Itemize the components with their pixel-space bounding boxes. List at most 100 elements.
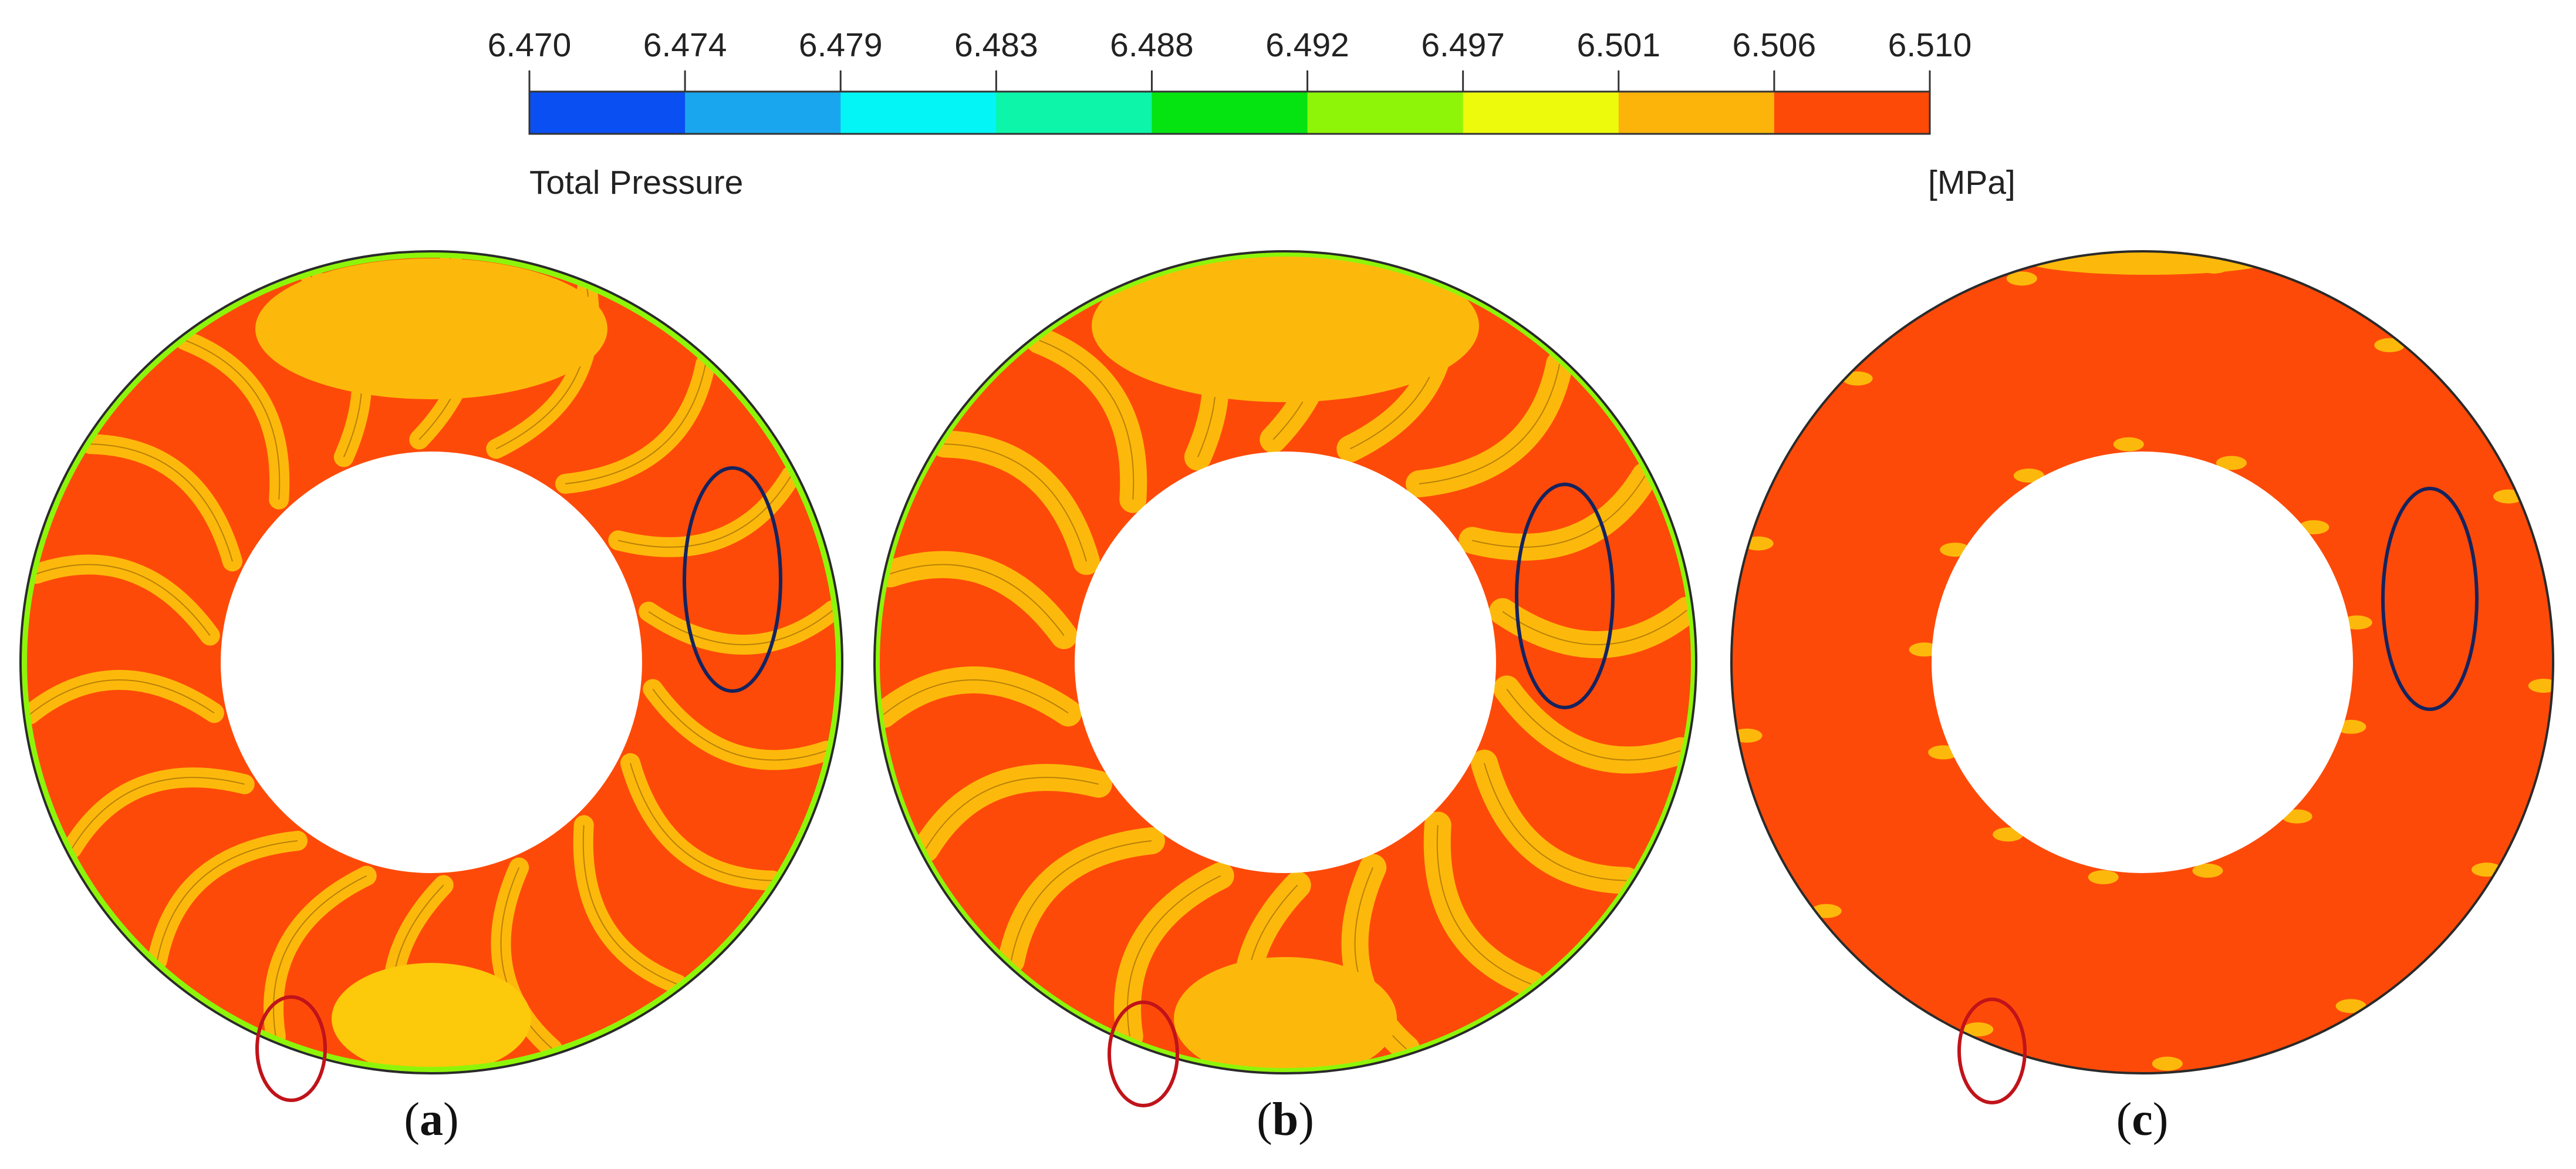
flow-band [1406,351,1574,498]
panel-b-bottom-lobe [1174,957,1397,1080]
colorbar-frame [528,90,1931,135]
flow-band-outline [617,475,792,548]
colorbar-tick-label: 6.501 [1576,26,1661,64]
flow-band [491,857,563,1059]
panel-a-top-lobe [255,258,607,399]
colorbar-tick-label: 6.510 [1888,26,1972,64]
flow-band-outline [156,840,298,961]
panel-b-blue-marker [1515,483,1615,709]
flow-band-outline [582,825,678,985]
flow-band [608,466,801,557]
colorbar-tick-label: 6.488 [1110,26,1194,64]
pressure-speck [2088,870,2119,885]
panel-b-field [869,244,1701,1081]
flow-band-outline [652,688,827,761]
flow-band [643,679,837,770]
flow-band-outline [890,564,1065,636]
flow-band-outline [565,363,707,485]
panel-b-red-marker [1108,1000,1179,1107]
panel-b-inner-hole [1075,452,1496,873]
colorbar-segment [840,92,997,134]
colorbar-segment [685,92,841,134]
panel-a-bottom-lobe [332,963,531,1074]
panel-c-inner-hole [1932,452,2353,873]
flow-band-outline [185,339,281,500]
colorbar-tick-label: 6.474 [643,26,727,64]
colorbar-segment [996,92,1152,134]
colorbar-unit: [MPa] [1928,164,2015,201]
flow-band-outline [1436,825,1532,985]
flow-band [1489,597,1701,658]
flow-band-outline [1502,609,1687,645]
flow-band [876,551,1078,649]
flow-band [1493,675,1694,774]
panel-b-outer-edge [873,250,1697,1074]
colorbar-segment [1307,92,1464,134]
panel-b [869,244,1701,1107]
flow-band-outline [944,443,1088,562]
colorbar-tick-label: 6.506 [1732,26,1817,64]
panel-c-outer-edge [1730,250,2554,1074]
flow-band-outline [71,777,245,849]
flow-band [26,554,220,646]
flow-band-outline [500,867,553,1050]
flow-band [555,354,716,494]
pressure-speck [2013,469,2044,483]
flow-band [147,830,308,971]
panel-c-top-speck [2019,242,2277,275]
pressure-speck [2152,1056,2183,1071]
pressure-speck [2113,437,2144,452]
colorbar-tick-label: 6.479 [798,26,883,64]
pressure-speck [2335,999,2366,1013]
flow-band [639,600,843,655]
flow-band-outline [648,609,833,645]
flow-band-outline [29,679,215,715]
pressure-speck [2006,271,2037,286]
flow-band-outline [1506,688,1681,761]
colorbar-title: Total Pressure [529,164,744,201]
pressure-speck [2216,456,2247,470]
flow-band-outline [1419,363,1561,485]
pressure-speck [1963,1022,1994,1037]
flow-band [175,330,290,510]
panel-label-c: (c) [2116,1094,2169,1146]
flow-band [997,827,1165,974]
panel-c [1730,242,2559,1104]
colorbar-segment [1152,92,1308,134]
panel-b-top-lobe [1092,250,1479,402]
panel-label-a: (a) [404,1094,459,1146]
flow-band [912,764,1112,863]
pressure-speck [1993,827,2024,842]
panel-a-blue-marker [683,466,782,693]
flow-band-outline [629,763,773,881]
pressure-speck [2192,863,2223,878]
flow-band [573,815,688,995]
colorbar-tick-label: 6.470 [487,26,572,64]
panel-a-red-marker [255,995,327,1102]
colorbar-segment [1463,92,1619,134]
flow-band-outline [1010,840,1152,961]
flow-band-outline [1483,763,1627,881]
panel-label-b: (b) [1257,1094,1314,1146]
colorbar-legend: 6.470 6.474 6.479 6.483 6.488 6.492 6.497 6.501… [0,0,2576,223]
flow-band-outline [925,777,1099,849]
flow-band [264,865,377,1046]
flow-band-outline [883,679,1069,715]
flow-band-outline [1471,475,1646,548]
panel-a-inner-hole [221,452,642,873]
flow-band-outline [1039,339,1135,500]
flow-band [1025,326,1147,513]
flow-band [80,434,243,572]
flow-band-outline [273,875,367,1037]
colorbar-tick-label: 6.483 [954,26,1038,64]
flow-band [1459,462,1659,561]
flow-band-outline [36,564,211,636]
flow-band [870,666,1082,728]
colorbar-segment [1618,92,1775,134]
colorbar [528,70,1931,135]
panel-c-blue-marker [2381,487,2479,711]
pressure-speck [2374,338,2405,352]
panel-a [14,245,849,1102]
colorbar-segment [529,92,686,134]
pressure-speck [2528,678,2559,693]
